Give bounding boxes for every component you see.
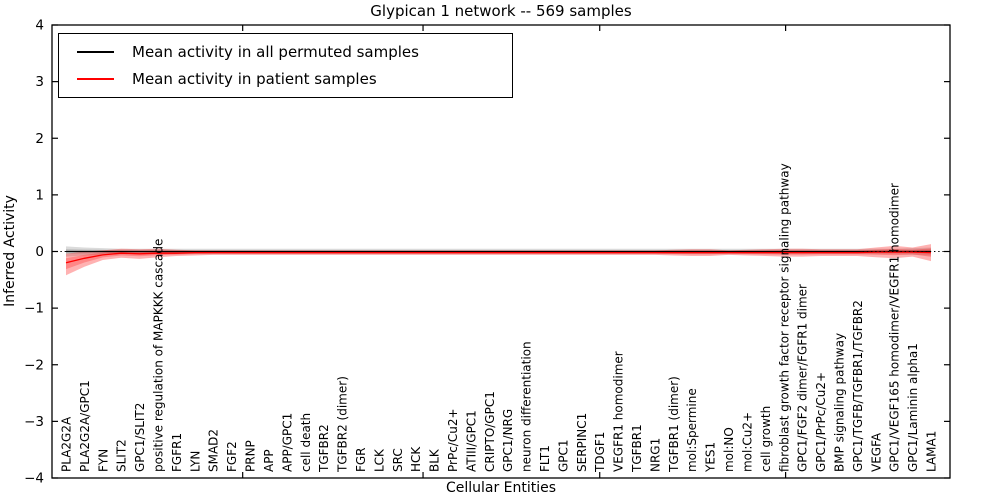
x-axis-label: Cellular Entities xyxy=(445,480,557,496)
legend-line-patient xyxy=(77,78,114,81)
x-entity-label: GPC1/Laminin alpha1 xyxy=(906,343,920,472)
x-entity-label: GPC1/TGFB/TGFBR1/TGFBR2 xyxy=(851,300,865,472)
x-entity-label: PLA2G2A xyxy=(60,416,74,472)
x-entity-label: LCK xyxy=(372,448,386,472)
legend-label-permuted: Mean activity in all permuted samples xyxy=(132,42,419,61)
x-entity-label: FGFR1 xyxy=(170,433,184,472)
x-entity-label: APP/GPC1 xyxy=(280,413,294,472)
y-tick-label: 2 xyxy=(35,131,44,147)
x-entity-label: TGFBR1 (dimer) xyxy=(667,376,681,473)
y-tick-label: −4 xyxy=(24,471,44,487)
x-entity-label: LAMA1 xyxy=(925,431,939,472)
y-tick-label: 0 xyxy=(35,244,44,260)
y-tick-label: 3 xyxy=(35,74,44,90)
legend: Mean activity in all permuted samples Me… xyxy=(58,33,513,98)
legend-line-permuted xyxy=(77,50,114,53)
x-entity-label: GPC1/VEGF165 homodimer/VEGFR1 homodimer xyxy=(888,183,902,472)
x-entity-label: PrPc/Cu2+ xyxy=(446,408,460,472)
x-entity-label: LYN xyxy=(188,451,202,472)
x-entity-label: SERPINC1 xyxy=(575,413,589,472)
legend-entry-permuted: Mean activity in all permuted samples xyxy=(77,43,512,61)
x-entity-label: FLT1 xyxy=(538,445,552,472)
x-entity-label: PLA2G2A/GPC1 xyxy=(78,380,92,472)
x-entity-label: mol:Cu2+ xyxy=(740,412,754,472)
y-tick-label: −2 xyxy=(24,357,44,373)
patient-band-inner xyxy=(66,248,931,270)
legend-label-patient: Mean activity in patient samples xyxy=(132,70,377,89)
x-entity-label: GPC1/SLIT2 xyxy=(133,403,147,472)
x-entity-label: APP xyxy=(262,449,276,472)
y-axis-label: Inferred Activity xyxy=(2,195,18,307)
x-entity-label: SRC xyxy=(391,448,405,472)
x-entity-label: HCK xyxy=(409,446,423,472)
patient-mean-line xyxy=(65,251,932,264)
legend-entry-patient: Mean activity in patient samples xyxy=(77,70,512,88)
x-entity-label: mol:Spermine xyxy=(685,388,699,472)
x-entity-label: FGF2 xyxy=(225,441,239,472)
x-entity-label: ATIII/GPC1 xyxy=(464,410,478,472)
x-entity-label: BLK xyxy=(428,448,442,472)
x-entity-label: TGFBR1 xyxy=(630,424,644,473)
x-entity-label: mol:NO xyxy=(722,427,736,472)
x-entity-label: FYN xyxy=(96,449,110,472)
x-entity-label: GPC1/FGF2 dimer/FGFR1 dimer xyxy=(796,284,810,472)
x-entity-label: positive regulation of MAPKKK cascade xyxy=(152,239,166,472)
x-entity-label: VEGFR1 homodimer xyxy=(612,351,626,472)
x-entity-label: BMP signaling pathway xyxy=(832,333,846,472)
x-entity-label: FGR xyxy=(354,447,368,472)
x-entity-label: GPC1/NRG xyxy=(501,409,515,472)
x-entity-label: NRG1 xyxy=(648,438,662,472)
x-entity-label: cell death xyxy=(299,413,313,472)
y-tick-label: −3 xyxy=(24,414,44,430)
x-entity-label: cell growth xyxy=(759,406,773,472)
y-tick-label: 4 xyxy=(35,18,44,34)
x-entity-label: SLIT2 xyxy=(115,439,129,472)
y-tick-label: 1 xyxy=(35,187,44,203)
x-entity-label: TDGF1 xyxy=(593,432,607,473)
x-entity-label: VEGFA xyxy=(869,432,883,472)
x-entity-label: neuron differentiation xyxy=(520,341,534,472)
x-entity-label: TGFBR2 (dimer) xyxy=(336,376,350,473)
x-entity-label: YES1 xyxy=(704,442,718,473)
y-tick-label: −1 xyxy=(24,301,44,317)
x-entity-label: CRIPTO/GPC1 xyxy=(483,391,497,472)
x-entity-label: PRNP xyxy=(244,440,258,472)
chart-title: Glypican 1 network -- 569 samples xyxy=(370,2,632,20)
x-entity-label: fibroblast growth factor receptor signal… xyxy=(777,163,791,472)
x-entity-label: SMAD2 xyxy=(207,429,221,472)
x-entity-label: TGFBR2 xyxy=(317,424,331,473)
x-entity-label: GPC1/PrPc/Cu2+ xyxy=(814,372,828,472)
x-entity-label: GPC1 xyxy=(556,439,570,472)
